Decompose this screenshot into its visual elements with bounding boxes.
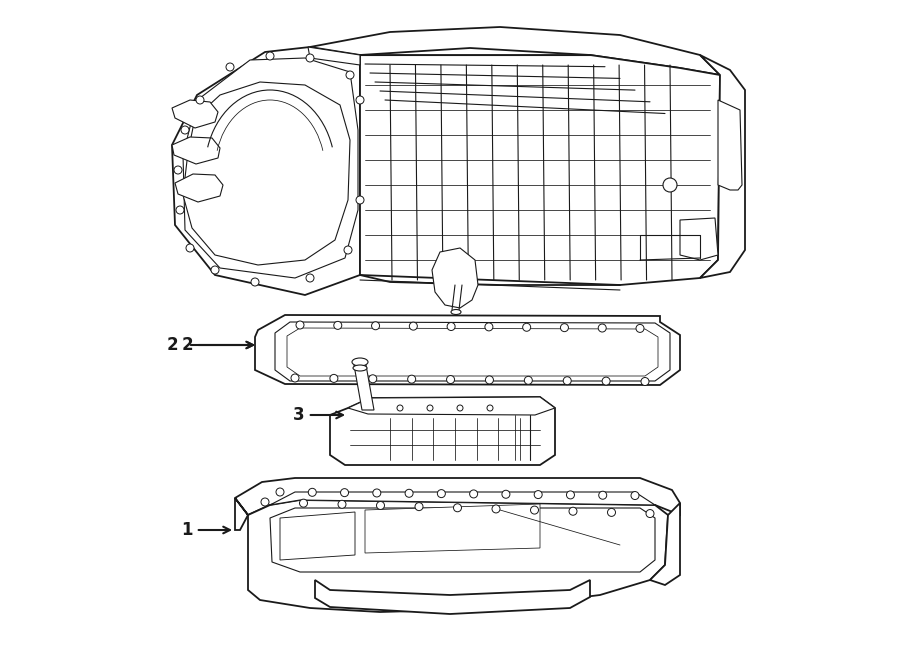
Circle shape xyxy=(457,405,463,411)
Circle shape xyxy=(196,96,204,104)
Polygon shape xyxy=(365,504,540,553)
Circle shape xyxy=(636,325,644,332)
Polygon shape xyxy=(280,512,355,560)
Text: 2: 2 xyxy=(182,336,253,354)
Circle shape xyxy=(174,166,182,174)
Circle shape xyxy=(598,324,607,332)
Polygon shape xyxy=(270,492,655,505)
Circle shape xyxy=(405,489,413,497)
Circle shape xyxy=(226,63,234,71)
Polygon shape xyxy=(308,47,360,65)
Circle shape xyxy=(276,488,284,496)
Circle shape xyxy=(427,405,433,411)
Circle shape xyxy=(454,504,462,512)
Circle shape xyxy=(251,278,259,286)
Circle shape xyxy=(485,376,493,384)
Circle shape xyxy=(415,502,423,510)
Circle shape xyxy=(502,490,510,498)
Circle shape xyxy=(561,324,569,332)
Circle shape xyxy=(334,321,342,329)
Polygon shape xyxy=(175,174,223,202)
Circle shape xyxy=(569,507,577,515)
Circle shape xyxy=(447,323,455,330)
Circle shape xyxy=(346,71,354,79)
Circle shape xyxy=(523,323,531,331)
Circle shape xyxy=(408,375,416,383)
Text: 2: 2 xyxy=(166,336,178,354)
Text: 3: 3 xyxy=(293,406,343,424)
Circle shape xyxy=(372,322,380,330)
Polygon shape xyxy=(183,58,358,278)
Circle shape xyxy=(306,54,314,62)
Circle shape xyxy=(309,488,316,496)
Polygon shape xyxy=(680,218,718,260)
Circle shape xyxy=(470,490,478,498)
Circle shape xyxy=(563,377,572,385)
Circle shape xyxy=(487,405,493,411)
Circle shape xyxy=(340,488,348,496)
Circle shape xyxy=(356,196,364,204)
Circle shape xyxy=(437,490,446,498)
Polygon shape xyxy=(330,397,555,465)
Polygon shape xyxy=(354,365,374,410)
Circle shape xyxy=(485,323,493,331)
Circle shape xyxy=(446,375,454,383)
Circle shape xyxy=(186,244,194,252)
Circle shape xyxy=(338,500,346,508)
Polygon shape xyxy=(172,47,360,295)
Circle shape xyxy=(608,508,616,516)
Circle shape xyxy=(176,206,184,214)
Circle shape xyxy=(641,377,649,385)
Circle shape xyxy=(376,502,384,510)
Polygon shape xyxy=(172,100,218,128)
Polygon shape xyxy=(287,328,658,376)
Circle shape xyxy=(663,178,677,192)
Polygon shape xyxy=(183,82,350,265)
Polygon shape xyxy=(172,137,220,164)
Polygon shape xyxy=(270,508,655,572)
Polygon shape xyxy=(275,322,670,381)
Polygon shape xyxy=(315,580,590,614)
Circle shape xyxy=(344,246,352,254)
Ellipse shape xyxy=(352,358,368,366)
Polygon shape xyxy=(235,498,668,612)
Polygon shape xyxy=(310,27,720,75)
Circle shape xyxy=(410,322,418,330)
Polygon shape xyxy=(255,315,680,385)
Circle shape xyxy=(525,376,532,384)
Polygon shape xyxy=(718,100,742,190)
Circle shape xyxy=(566,491,574,499)
Circle shape xyxy=(261,498,269,506)
Circle shape xyxy=(356,96,364,104)
Circle shape xyxy=(296,321,304,329)
Polygon shape xyxy=(360,55,720,285)
Polygon shape xyxy=(432,248,478,308)
Circle shape xyxy=(306,274,314,282)
Circle shape xyxy=(646,510,654,518)
Circle shape xyxy=(397,405,403,411)
Circle shape xyxy=(530,506,538,514)
Circle shape xyxy=(181,126,189,134)
Circle shape xyxy=(535,490,542,498)
Circle shape xyxy=(631,492,639,500)
Circle shape xyxy=(300,499,308,507)
Polygon shape xyxy=(650,503,680,585)
Circle shape xyxy=(492,505,500,513)
Polygon shape xyxy=(348,397,555,415)
Circle shape xyxy=(211,266,219,274)
Polygon shape xyxy=(235,478,680,530)
Circle shape xyxy=(266,52,274,60)
Circle shape xyxy=(602,377,610,385)
Ellipse shape xyxy=(451,309,461,315)
Ellipse shape xyxy=(353,365,367,371)
Circle shape xyxy=(373,489,381,497)
Text: 1: 1 xyxy=(182,521,230,539)
Circle shape xyxy=(291,374,299,382)
Polygon shape xyxy=(700,55,745,278)
Circle shape xyxy=(369,375,377,383)
Circle shape xyxy=(330,374,338,383)
Circle shape xyxy=(598,491,607,499)
